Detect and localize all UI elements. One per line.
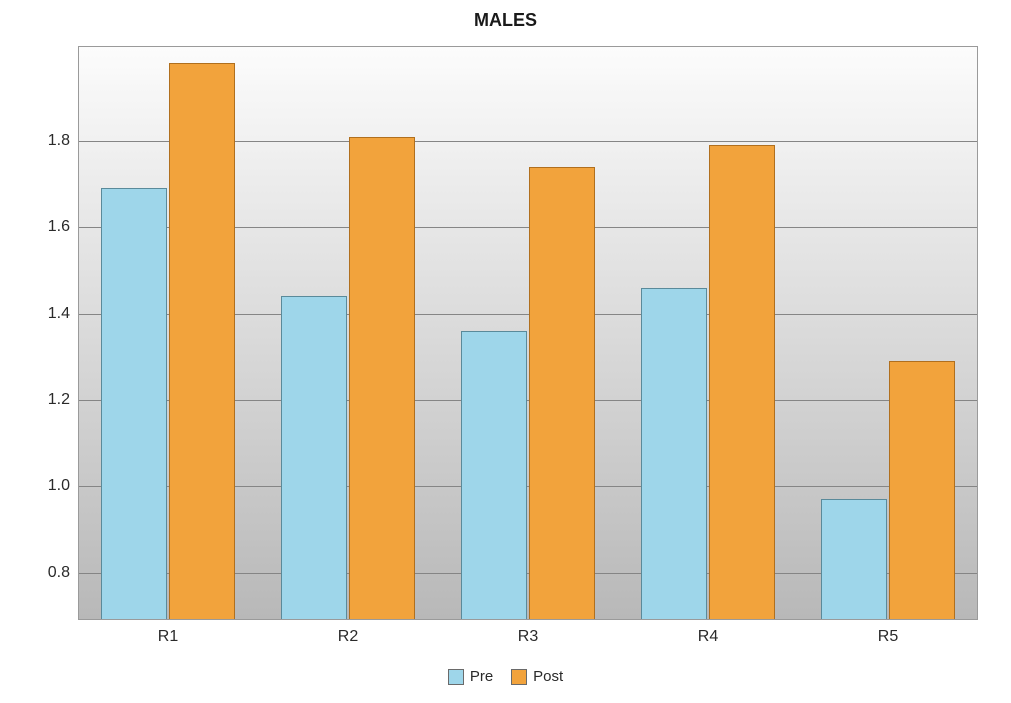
ytick-label: 1.2 bbox=[48, 391, 78, 409]
bar-pre bbox=[641, 288, 706, 620]
legend-label: Post bbox=[533, 668, 563, 685]
bar-pre bbox=[281, 296, 346, 620]
chart-frame: MALES 0.81.01.21.41.61.8R1R2R3R4R5 PrePo… bbox=[0, 0, 1011, 703]
legend-item: Post bbox=[511, 668, 563, 685]
bar-post bbox=[349, 137, 414, 620]
legend: Pre Post bbox=[0, 668, 1011, 685]
xtick-label: R5 bbox=[878, 620, 898, 646]
chart-title: MALES bbox=[0, 10, 1011, 31]
bar-pre bbox=[461, 331, 526, 620]
plot-area: 0.81.01.21.41.61.8R1R2R3R4R5 bbox=[78, 46, 978, 620]
ytick-label: 1.6 bbox=[48, 218, 78, 236]
ytick-label: 1.0 bbox=[48, 477, 78, 495]
legend-swatch bbox=[448, 669, 464, 685]
legend-item: Pre bbox=[448, 668, 493, 685]
xtick-label: R3 bbox=[518, 620, 538, 646]
bar-post bbox=[169, 63, 234, 620]
ytick-label: 1.4 bbox=[48, 305, 78, 323]
xtick-label: R4 bbox=[698, 620, 718, 646]
bar-post bbox=[529, 167, 594, 620]
xtick-label: R2 bbox=[338, 620, 358, 646]
legend-swatch bbox=[511, 669, 527, 685]
bar-pre bbox=[821, 499, 886, 620]
ytick-label: 0.8 bbox=[48, 564, 78, 582]
ytick-label: 1.8 bbox=[48, 132, 78, 150]
bar-post bbox=[709, 145, 774, 620]
xtick-label: R1 bbox=[158, 620, 178, 646]
legend-label: Pre bbox=[470, 668, 493, 685]
bar-pre bbox=[101, 188, 166, 620]
bar-post bbox=[889, 361, 954, 620]
